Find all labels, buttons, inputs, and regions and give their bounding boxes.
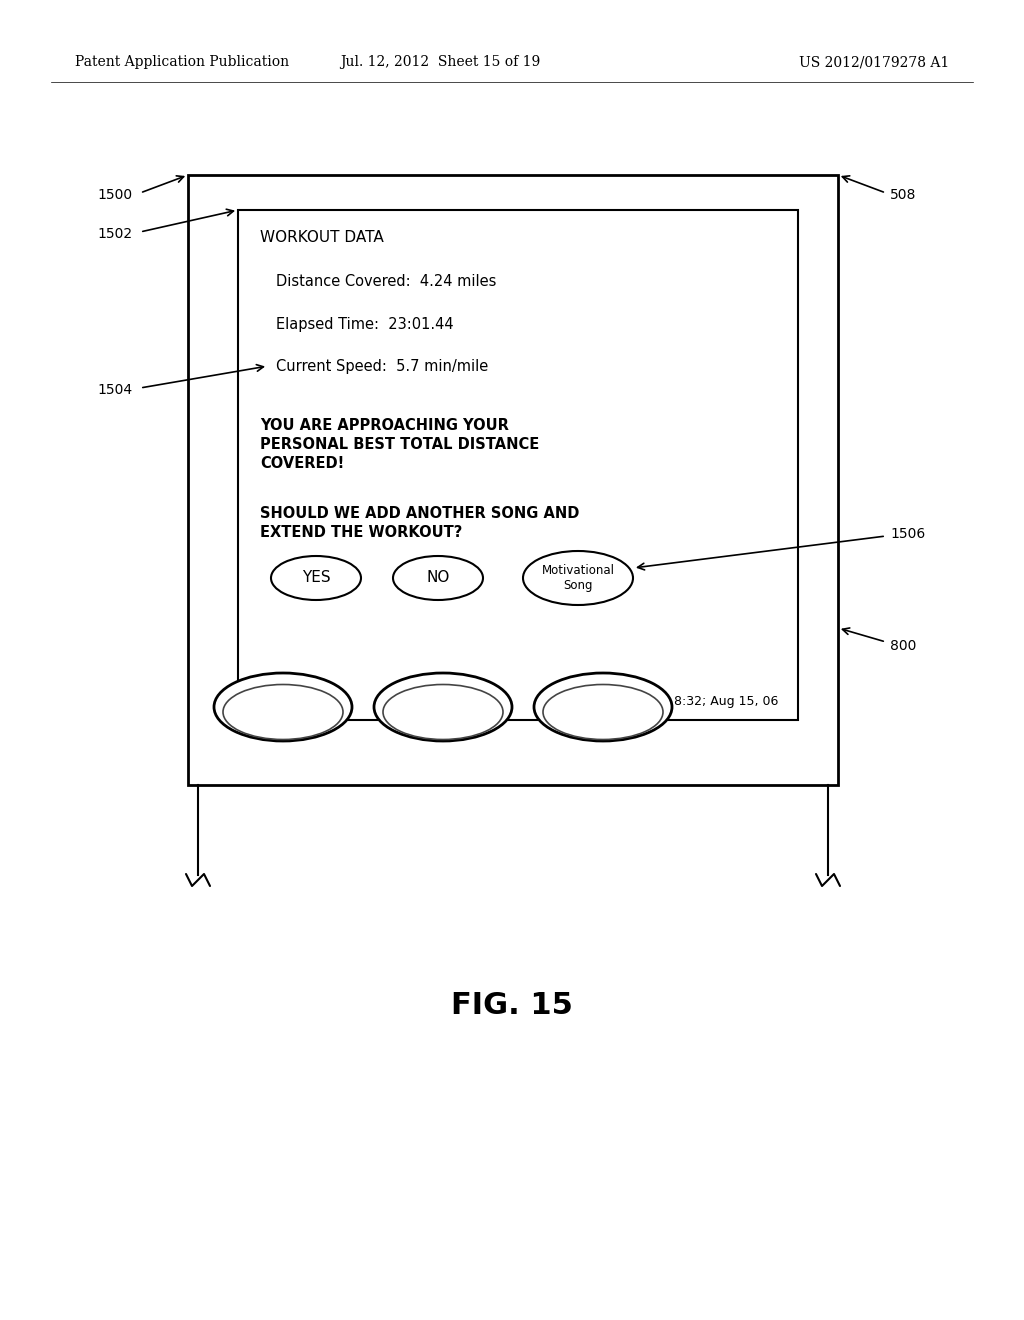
Text: Distance Covered:  4.24 miles: Distance Covered: 4.24 miles <box>276 275 497 289</box>
Ellipse shape <box>383 685 503 739</box>
Ellipse shape <box>374 673 512 741</box>
Text: WORKOUT DATA: WORKOUT DATA <box>260 231 384 246</box>
Ellipse shape <box>271 556 361 601</box>
Text: 1500: 1500 <box>98 187 133 202</box>
Ellipse shape <box>523 550 633 605</box>
Ellipse shape <box>223 685 343 739</box>
Text: Jul. 12, 2012  Sheet 15 of 19: Jul. 12, 2012 Sheet 15 of 19 <box>340 55 541 69</box>
Text: 800: 800 <box>890 639 916 653</box>
Text: 508: 508 <box>890 187 916 202</box>
Text: US 2012/0179278 A1: US 2012/0179278 A1 <box>799 55 949 69</box>
Text: Elapsed Time:  23:01.44: Elapsed Time: 23:01.44 <box>276 317 454 331</box>
Text: Current Speed:  5.7 min/mile: Current Speed: 5.7 min/mile <box>276 359 488 374</box>
Text: 8:32; Aug 15, 06: 8:32; Aug 15, 06 <box>674 696 778 709</box>
Text: 1502: 1502 <box>98 227 133 242</box>
Text: Patent Application Publication: Patent Application Publication <box>75 55 289 69</box>
Text: NO: NO <box>426 570 450 586</box>
Text: FIG. 15: FIG. 15 <box>451 990 573 1019</box>
Text: 1506: 1506 <box>890 527 926 541</box>
Text: YES: YES <box>302 570 331 586</box>
Ellipse shape <box>393 556 483 601</box>
Text: 1504: 1504 <box>98 383 133 397</box>
Ellipse shape <box>534 673 672 741</box>
Text: Motivational
Song: Motivational Song <box>542 564 614 591</box>
Text: YOU ARE APPROACHING YOUR
PERSONAL BEST TOTAL DISTANCE
COVERED!: YOU ARE APPROACHING YOUR PERSONAL BEST T… <box>260 418 540 471</box>
Ellipse shape <box>214 673 352 741</box>
Bar <box>238 210 798 719</box>
Ellipse shape <box>543 685 663 739</box>
Text: SHOULD WE ADD ANOTHER SONG AND
EXTEND THE WORKOUT?: SHOULD WE ADD ANOTHER SONG AND EXTEND TH… <box>260 506 580 540</box>
Bar <box>188 176 838 785</box>
